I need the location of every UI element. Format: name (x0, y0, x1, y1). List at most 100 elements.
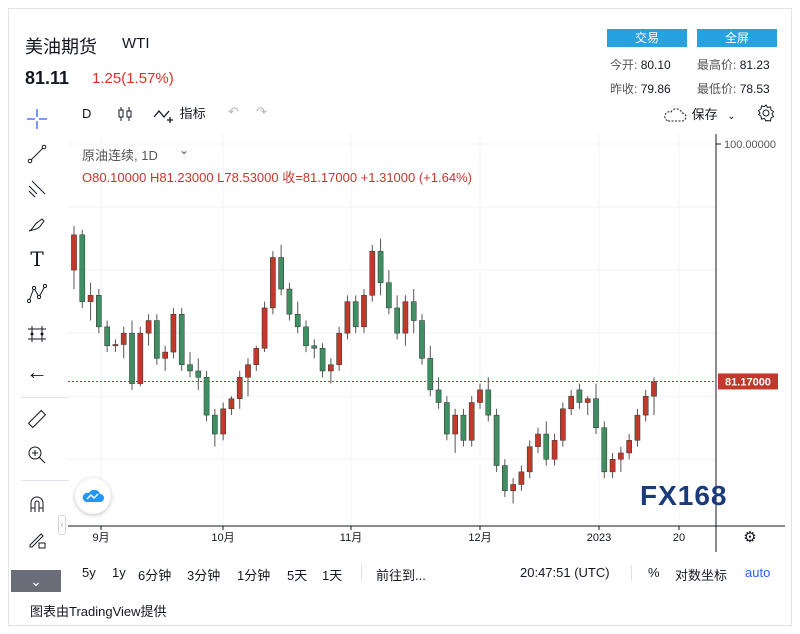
candle (129, 332, 135, 384)
crosshair-tool[interactable] (25, 107, 49, 131)
divider (21, 397, 69, 398)
brush-icon (28, 218, 45, 232)
text-tool-icon[interactable]: T (30, 247, 44, 271)
range-1y[interactable]: 1y (112, 565, 126, 580)
candle-type-button[interactable] (116, 105, 134, 126)
divider (631, 565, 632, 581)
tradingview-credit[interactable]: 图表由TradingView提供 (30, 604, 167, 619)
candle (154, 320, 160, 359)
candle (170, 313, 177, 353)
save-button[interactable]: 保存 ⌄ (662, 104, 736, 124)
candle (344, 301, 351, 334)
redo-icon[interactable]: ↷ (256, 104, 267, 119)
candle (187, 364, 193, 372)
pattern-icon (26, 283, 48, 304)
magnet-icon (30, 496, 44, 512)
series-legend[interactable]: 原油连续, 1D (82, 148, 158, 163)
candle (444, 402, 450, 435)
candle (195, 370, 202, 378)
range-1m[interactable]: 1分钟 (237, 568, 271, 583)
range-5y[interactable]: 5y (82, 565, 96, 580)
clock-time[interactable]: 20:47:51 (UTC) (520, 565, 610, 580)
collapse-toolbar-button[interactable]: ⌄ (11, 570, 61, 592)
hide-toolbar-handle[interactable]: ‹ (58, 515, 66, 535)
undo-icon[interactable]: ↶ (228, 104, 239, 119)
candles-icon (118, 107, 132, 121)
range-5d[interactable]: 5天 (287, 568, 308, 583)
indicators-button[interactable]: 指标 (152, 103, 206, 125)
candle (377, 250, 384, 283)
price-change: 1.25(1.57%) (92, 70, 174, 87)
fib-tool[interactable] (25, 177, 49, 201)
last-price-tag (718, 373, 778, 390)
candle (361, 295, 367, 328)
ruler-tool[interactable] (25, 407, 49, 431)
candle (427, 358, 434, 391)
range-1d[interactable]: 1天 (322, 568, 343, 583)
time-axis-label: 12月 (468, 532, 491, 544)
range-6m[interactable]: 6分钟 (138, 568, 172, 583)
candle (651, 381, 657, 397)
last-price: 81.11 (25, 68, 70, 88)
candle (493, 414, 500, 466)
forecast-tool[interactable] (25, 322, 49, 346)
candle (568, 395, 574, 410)
divider (21, 480, 69, 481)
stat-open: 今开: 80.10 (610, 58, 671, 72)
candle (71, 234, 77, 271)
candle (502, 465, 508, 492)
price-chart[interactable]: 81.17000 100.00000 9月 10月 11月 12月 2023 20 ⚙ (68, 134, 785, 554)
log-scale-toggle[interactable]: 对数坐标 (675, 568, 728, 583)
bottom-toolbar: 5y 1y 6分钟 3分钟 1分钟 5天 1天 前往到... 20:47:51 … (68, 560, 785, 586)
candle (352, 301, 359, 328)
zoom-tool[interactable] (25, 443, 49, 467)
tradingview-logo-button[interactable] (75, 478, 111, 514)
save-label: 保存 (691, 107, 718, 122)
fullscreen-button[interactable]: 全屏 (697, 29, 777, 47)
candle (319, 348, 326, 372)
fx168-watermark: FX168 (640, 480, 728, 511)
candle (369, 250, 376, 296)
candle (212, 414, 218, 435)
candle (394, 307, 400, 334)
settings-button[interactable] (756, 103, 776, 126)
candle (328, 364, 334, 372)
price-axis-label: 100.00000 (724, 139, 776, 151)
candle (485, 389, 492, 416)
candle (601, 427, 608, 473)
candle (526, 446, 533, 473)
magnet-tool[interactable] (25, 492, 49, 516)
range-3m[interactable]: 3分钟 (187, 568, 221, 583)
candle (510, 484, 516, 492)
auto-scale-toggle[interactable]: auto (745, 565, 771, 580)
instrument-title: 美油期货 (25, 37, 97, 57)
candle (477, 389, 483, 403)
arrow-left-icon[interactable]: ← (26, 359, 48, 384)
stat-high: 最高价: 81.23 (697, 58, 770, 72)
candle (576, 389, 583, 403)
candle (145, 320, 152, 334)
candle (236, 377, 243, 399)
trendline-tool[interactable] (25, 142, 49, 166)
percent-toggle[interactable]: % (648, 565, 660, 580)
candle (220, 408, 226, 435)
goto-date-button[interactable]: 前往到... (376, 568, 426, 583)
candle (642, 395, 649, 416)
candle (120, 332, 127, 345)
fib-icon (28, 180, 46, 198)
divider (361, 565, 362, 581)
brush-tool[interactable] (25, 212, 49, 236)
candle (460, 414, 467, 441)
lock-tool[interactable] (25, 528, 49, 552)
ohlc-legend: O80.10000 H81.23000 L78.53000 收=81.17000… (82, 170, 472, 185)
pattern-tool[interactable] (25, 282, 49, 306)
candle (593, 398, 599, 428)
interval-selector[interactable]: D (82, 106, 92, 121)
trade-button[interactable]: 交易 (607, 29, 687, 47)
candle (112, 344, 119, 347)
chevron-down-icon[interactable]: ⌄ (179, 143, 190, 157)
candle (303, 326, 309, 347)
candle (245, 364, 251, 378)
gear-icon (757, 104, 775, 122)
cloud-icon (664, 107, 687, 122)
